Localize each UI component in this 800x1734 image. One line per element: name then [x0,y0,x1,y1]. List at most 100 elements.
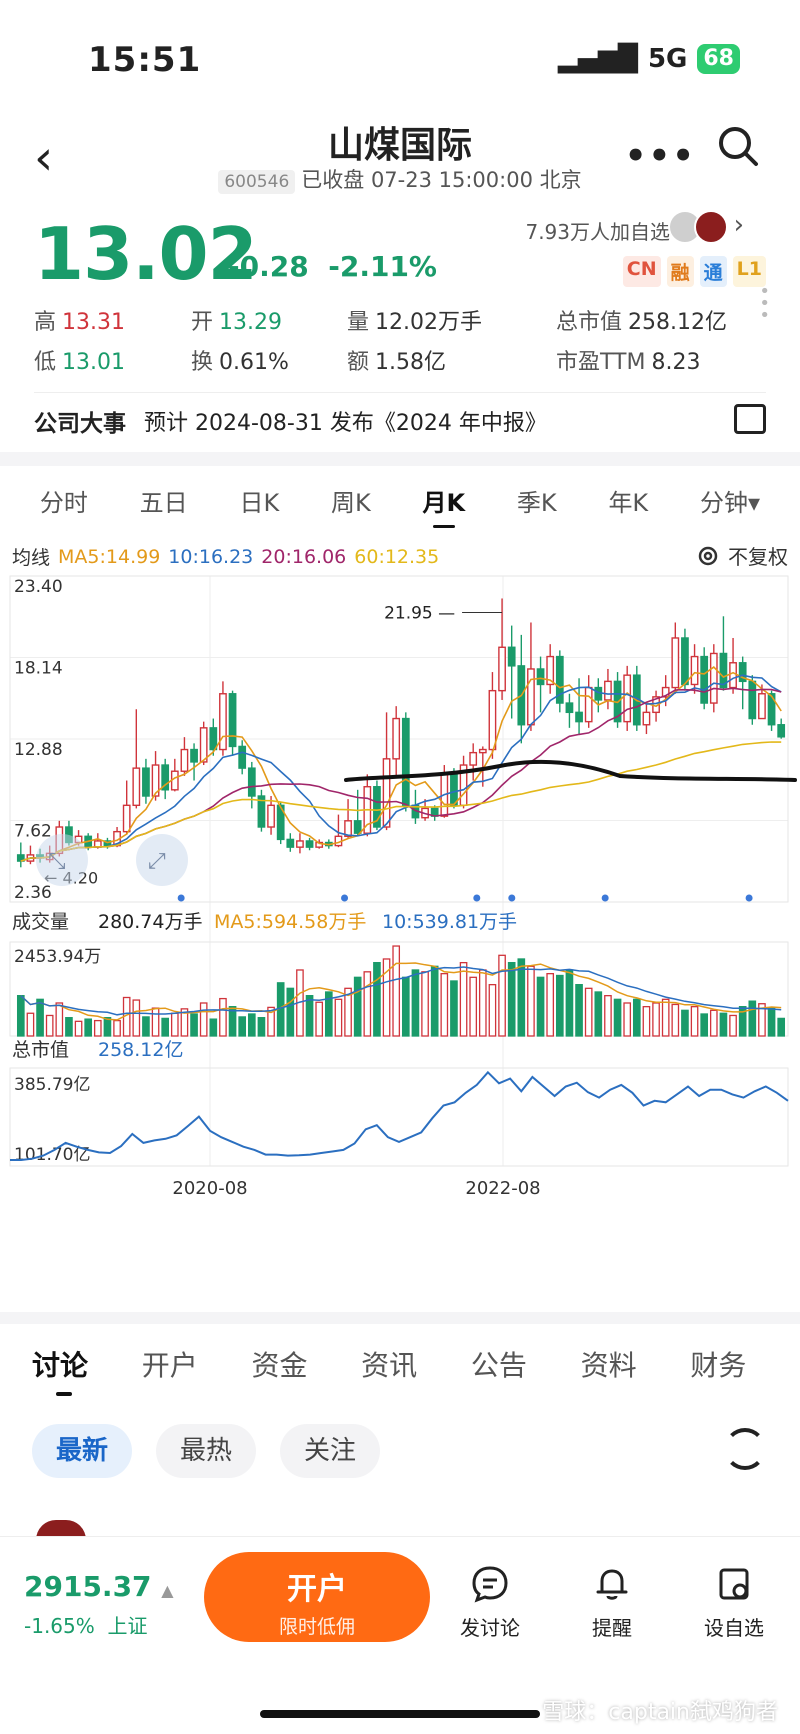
candle-body [450,773,458,807]
open-account-button[interactable]: 开户 限时低佣 [204,1552,430,1642]
ma-label: 均线 [12,547,51,569]
volume-bar [199,1002,208,1037]
volume-bar [459,961,468,1037]
drag-handle-icon[interactable]: • • • [759,281,770,326]
market-cap-label: 总市值 [12,1039,69,1061]
event-dot [508,894,516,902]
volume-bar [546,973,555,1037]
volume-bar [681,1009,689,1037]
volume-bar [498,954,506,1037]
info-tab[interactable]: 资讯 [361,1349,418,1382]
ma-line [20,674,782,862]
info-tab[interactable]: 公告 [470,1349,527,1382]
period-tab[interactable]: 五日 [139,488,188,517]
volume-bar [93,1019,102,1037]
period-tab[interactable]: 年K [608,488,649,517]
volume-bar [161,1017,170,1037]
refresh-icon[interactable] [724,1428,766,1470]
volume-bar [132,999,141,1037]
reminder-button[interactable]: 提醒 [562,1564,662,1641]
info-tab[interactable]: 开户 [141,1349,198,1382]
watcher-avatars[interactable]: › [667,210,744,244]
volume-label: 成交量 [12,911,69,933]
home-indicator[interactable] [260,1710,540,1718]
stat-value: 8.23 [651,350,701,375]
candle-body [219,693,227,751]
adjust-label: 不复权 [728,545,788,569]
stat-value: 0.61% [219,350,289,375]
candle-body [758,693,766,720]
candle-body [527,668,535,726]
stats-row: 低 13.01 换 0.61% 额 1.58亿 市盈TTM 8.23 [34,340,774,380]
candle-body [353,820,362,834]
stock-tag[interactable]: L1 [732,256,766,287]
candle-body [488,689,497,751]
filter-pill[interactable]: 最新 [32,1424,133,1478]
ma-value: 60:12.35 [354,545,440,568]
events-title: 公司大事 [34,410,126,437]
volume-bar [190,1013,198,1037]
watermark: 雪球：captain弑鸡狗者 [542,1700,778,1725]
volume-bar [575,984,583,1037]
candle-body [767,693,776,726]
volume-bar [55,1002,64,1037]
info-tab[interactable]: 资料 [580,1349,637,1382]
watchers-count[interactable]: 7.93万人加自选 [525,220,670,244]
period-tab[interactable]: 周K [330,488,371,517]
volume-bar [36,998,44,1037]
stock-tag[interactable]: 融 [666,256,694,287]
back-button[interactable]: ‹ [34,130,54,186]
event-dot [177,894,185,902]
volume-bar [777,1017,786,1037]
volume-bar [594,991,603,1037]
volume-bar [450,980,458,1037]
info-tab[interactable]: 讨论 [32,1344,142,1396]
search-icon[interactable] [716,124,760,172]
stat-cell: 市盈TTM 8.23 [556,344,700,376]
period-tab[interactable]: 分时 [39,488,88,517]
index-value[interactable]: 2915.37 ▲ [24,1570,174,1603]
filter-pill[interactable]: 最热 [156,1424,257,1478]
candle-body [392,717,401,760]
network-type: 5G [647,44,688,74]
candle-body [373,786,381,828]
market-cap-panel-frame [9,1067,789,1167]
candle-body [305,840,314,848]
add-watchlist-button[interactable]: 设自选 [684,1564,784,1641]
volume-bar [478,969,487,1037]
period-tab[interactable]: 季K [516,488,557,517]
avatar [693,210,728,244]
volume-bar [469,976,478,1037]
volume-ma5: MA5:594.58万手 [214,911,366,933]
period-tab[interactable]: 日K [239,488,280,517]
stock-tag[interactable]: 通 [699,256,727,287]
stat-cell: 总市值 258.12亿 [556,304,727,336]
calendar-icon[interactable] [734,404,766,434]
volume-bar [411,969,420,1037]
index-arrow-icon: ▲ [161,1581,174,1600]
stat-cell: 量 12.02万手 [347,304,556,336]
volume-bar [758,1003,766,1037]
info-tab[interactable]: 资金 [251,1349,308,1382]
adjust-toggle[interactable]: 不复权 [696,541,788,570]
filter-pill[interactable]: 关注 [280,1424,381,1478]
info-tab[interactable]: 财务 [690,1349,747,1382]
candle-body [161,764,170,791]
period-tab[interactable]: 月K [423,483,465,528]
more-icon[interactable]: ••• [624,136,696,176]
candle-body [729,662,737,689]
volume-bar [748,1000,757,1037]
stat-cell: 换 0.61% [191,344,347,376]
candle-body [142,767,150,797]
stat-value: 13.01 [62,350,125,375]
volume-bar [709,1009,718,1037]
event-dot [341,894,349,902]
stock-tag[interactable]: CN [622,256,661,287]
status-indicators: ▂▄▆█ 5G 68 [558,44,740,74]
candle-body [469,751,478,766]
company-events[interactable]: 公司大事 预计 2024-08-31 发布《2024 年中报》 [34,392,766,448]
candle-body [507,646,516,667]
period-tab[interactable]: 分钟▾ [699,488,761,517]
post-discussion-button[interactable]: 发讨论 [440,1564,540,1641]
